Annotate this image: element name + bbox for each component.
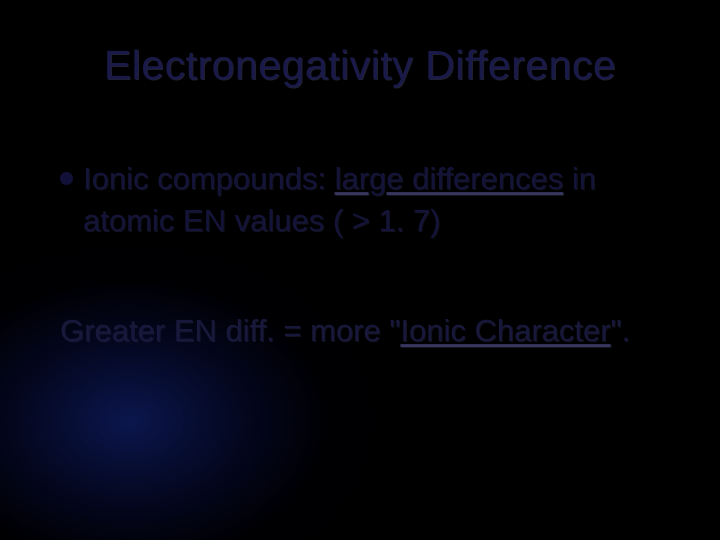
bullet-text-1: Ionic compounds: large differences in at… <box>83 158 670 242</box>
slide-body: Ionic compounds: large differences in at… <box>60 158 670 242</box>
text-segment: ". <box>611 313 631 348</box>
text-segment-underlined: Ionic Character <box>400 313 610 348</box>
bullet-icon <box>60 172 73 185</box>
bullet-text-2: Greater EN diff. = more "Ionic Character… <box>60 310 680 352</box>
text-segment: Ionic compounds: <box>83 161 335 196</box>
text-segment: Greater EN diff. = more " <box>60 313 400 348</box>
bullet-item-1: Ionic compounds: large differences in at… <box>60 158 670 242</box>
slide-title: Electronegativity Difference <box>0 42 720 89</box>
text-segment-underlined: large differences <box>335 161 564 196</box>
slide: Electronegativity Difference Ionic compo… <box>0 0 720 540</box>
